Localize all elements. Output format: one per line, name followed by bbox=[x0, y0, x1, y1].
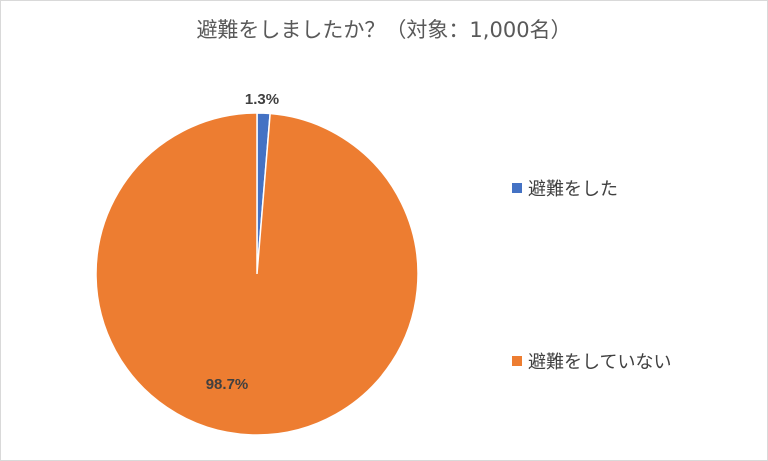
legend-label-not-evacuated: 避難をしていない bbox=[528, 352, 672, 373]
legend-label-evacuated: 避難をした bbox=[528, 179, 618, 200]
legend-swatch-evacuated bbox=[512, 183, 522, 193]
data-label-not-evacuated: 98.7% bbox=[206, 376, 249, 393]
chart-title: 避難をしましたか？（対象：1,000名） bbox=[196, 18, 572, 42]
legend-swatch-not-evacuated bbox=[512, 356, 522, 366]
legend-item-evacuated: 避難をした bbox=[512, 175, 618, 201]
legend-item-not-evacuated: 避難をしていない bbox=[512, 348, 671, 374]
data-label-evacuated: 1.3% bbox=[245, 91, 279, 108]
pie-slice-not-evacuated bbox=[95, 112, 419, 436]
